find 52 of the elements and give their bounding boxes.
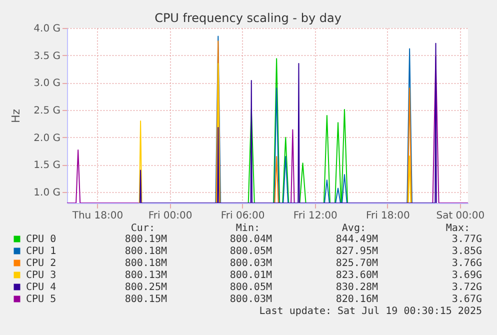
text: 800.18M [124,258,167,269]
text: 800.13M [124,270,167,281]
legend-label: CPU 2 [26,258,56,269]
text: 827.95M [336,246,378,257]
text: 800.05M [230,246,272,257]
y-tick-label: 2.5 G [34,106,60,117]
text: 3.67G [452,294,482,305]
y-tick-label: 2.0 G [34,132,60,144]
text: Max: [446,223,470,234]
text: 823.60M [336,270,378,281]
text: Avg: [342,223,366,234]
legend-label: CPU 0 [26,234,56,245]
x-tick-label: Sat 00:00 [436,210,485,222]
y-tick-label: 1.0 G [34,188,60,199]
text: 800.19M [124,234,167,245]
y-tick-label: 3.0 G [34,78,60,90]
line-series [248,58,348,203]
text: 3.69G [452,270,482,281]
text: 800.03M [230,258,272,269]
text: 844.49M [336,234,378,245]
text: 800.15M [124,294,167,305]
text: 830.28M [336,282,378,293]
y-tick-label: 1.5 G [34,160,60,172]
x-tick-label: Thu 18:00 [71,210,124,222]
text: 3.77G [452,234,482,245]
text: 3.76G [452,258,482,269]
text: 800.03M [230,294,272,305]
legend-label: CPU 4 [26,282,56,293]
text: Min: [236,223,260,234]
x-tick-label: Fri 12:00 [293,210,338,222]
y-tick-label: 4.0 G [34,24,60,34]
text: Cur: [130,223,155,234]
x-tick-label: Fri 18:00 [366,210,410,222]
text: 3.72G [452,282,482,293]
text: 800.18M [124,246,167,257]
chart-title: CPU frequency scaling - by day [154,11,342,25]
legend-label: CPU 5 [26,294,56,305]
text: 825.70M [336,258,378,269]
text: 800.01M [230,270,272,281]
y-axis-title: Hz [10,108,23,124]
text: Last update: Sat Jul 19 00:30:15 2025 [259,306,482,317]
line-series [139,42,437,203]
text: 800.25M [124,282,167,293]
text: 800.05M [230,282,272,293]
legend-label: CPU 3 [26,270,56,281]
text: 800.04M [230,234,272,245]
legend-label: CPU 1 [26,246,56,257]
x-tick-label: Fri 06:00 [220,210,265,222]
text: 820.16M [336,294,378,305]
y-tick-label: 3.5 G [34,50,60,62]
text: 3.85G [452,246,482,257]
x-tick-label: Fri 00:00 [148,210,192,222]
